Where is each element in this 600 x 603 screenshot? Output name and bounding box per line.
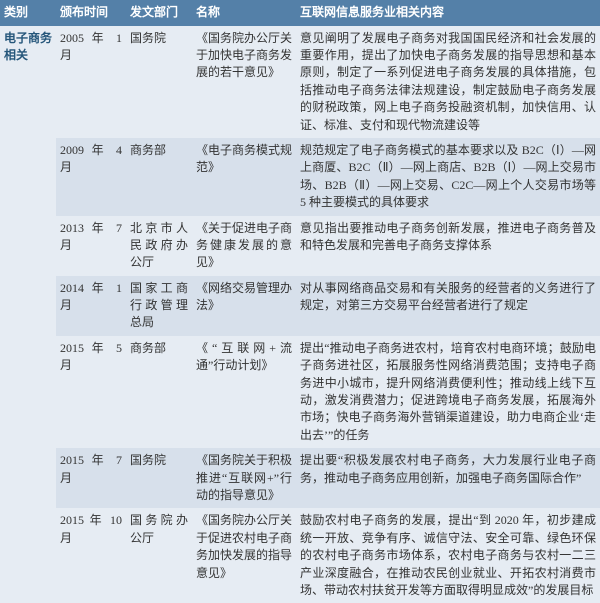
cell-desc: 意见阐明了发展电子商务对我国国民经济和社会发展的重要作用，提出了加快电子商务发展… — [296, 26, 600, 138]
cell-dept: 北京市人民政府办公厅 — [126, 216, 192, 276]
cell-date: 2015 年 5 月 — [56, 336, 126, 448]
cell-desc: 对从事网络商品交易和有关服务的经营者的义务进行了规定，对第三方交易平台经营者进行… — [296, 276, 600, 336]
cell-dept: 国务院办公厅 — [126, 508, 192, 603]
table-row: 2014 年 1 月国家工商行政管理总局《网络交易管理办法》对从事网络商品交易和… — [0, 276, 600, 336]
cell-date: 2015 年 7 月 — [56, 448, 126, 508]
cell-date: 2005 年 1 月 — [56, 26, 126, 138]
cell-dept: 国务院 — [126, 448, 192, 508]
cell-name: 《国务院办公厅关于促进农村电子商务加快发展的指导意见》 — [192, 508, 296, 603]
cell-date: 2013 年 7 月 — [56, 216, 126, 276]
policy-table-container: 类别 颁布时间 发文部门 名称 互联网信息服务业相关内容 电子商务相关2005 … — [0, 0, 600, 603]
cell-desc: 提出“推动电子商务进农村，培育农村电商环境；鼓励电子商务进社区，拓展服务性网络消… — [296, 336, 600, 448]
table-row: 2015 年 7 月国务院《国务院关于积极推进“互联网+”行动的指导意见》提出要… — [0, 448, 600, 508]
table-row: 2013 年 7 月北京市人民政府办公厅《关于促进电子商务健康发展的意见》意见指… — [0, 216, 600, 276]
cell-name: 《关于促进电子商务健康发展的意见》 — [192, 216, 296, 276]
col-header-name: 名称 — [192, 0, 296, 26]
table-row: 电子商务相关2005 年 1 月国务院《国务院办公厅关于加快电子商务发展的若干意… — [0, 26, 600, 138]
table-row: 2009 年 4 月商务部《电子商务模式规范》规范规定了电子商务模式的基本要求以… — [0, 138, 600, 216]
cell-desc: 规范规定了电子商务模式的基本要求以及 B2C（Ⅰ）—网上商厦、B2C（Ⅱ）—网上… — [296, 138, 600, 216]
cell-date: 2014 年 1 月 — [56, 276, 126, 336]
cell-desc: 意见指出要推动电子商务创新发展，推进电子商务普及和特色发展和完善电子商务支撑体系 — [296, 216, 600, 276]
cell-date: 2009 年 4 月 — [56, 138, 126, 216]
table-row: 2015 年 5 月商务部《“互联网+流通”行动计划》提出“推动电子商务进农村，… — [0, 336, 600, 448]
category-cell: 电子商务相关 — [0, 26, 56, 603]
policy-table: 类别 颁布时间 发文部门 名称 互联网信息服务业相关内容 电子商务相关2005 … — [0, 0, 600, 603]
cell-desc: 鼓励农村电子商务的发展，提出“到 2020 年，初步建成统一开放、竞争有序、诚信… — [296, 508, 600, 603]
table-header: 类别 颁布时间 发文部门 名称 互联网信息服务业相关内容 — [0, 0, 600, 26]
cell-dept: 商务部 — [126, 138, 192, 216]
cell-name: 《网络交易管理办法》 — [192, 276, 296, 336]
cell-name: 《电子商务模式规范》 — [192, 138, 296, 216]
col-header-desc: 互联网信息服务业相关内容 — [296, 0, 600, 26]
cell-name: 《国务院关于积极推进“互联网+”行动的指导意见》 — [192, 448, 296, 508]
col-header-date: 颁布时间 — [56, 0, 126, 26]
cell-name: 《国务院办公厅关于加快电子商务发展的若干意见》 — [192, 26, 296, 138]
col-header-dept: 发文部门 — [126, 0, 192, 26]
cell-dept: 商务部 — [126, 336, 192, 448]
cell-desc: 提出要“积极发展农村电子商务，大力发展行业电子商务，推动电子商务应用创新，加强电… — [296, 448, 600, 508]
col-header-category: 类别 — [0, 0, 56, 26]
cell-dept: 国家工商行政管理总局 — [126, 276, 192, 336]
table-body: 电子商务相关2005 年 1 月国务院《国务院办公厅关于加快电子商务发展的若干意… — [0, 26, 600, 603]
cell-dept: 国务院 — [126, 26, 192, 138]
cell-name: 《“互联网+流通”行动计划》 — [192, 336, 296, 448]
cell-date: 2015 年 10 月 — [56, 508, 126, 603]
table-row: 2015 年 10 月国务院办公厅《国务院办公厅关于促进农村电子商务加快发展的指… — [0, 508, 600, 603]
